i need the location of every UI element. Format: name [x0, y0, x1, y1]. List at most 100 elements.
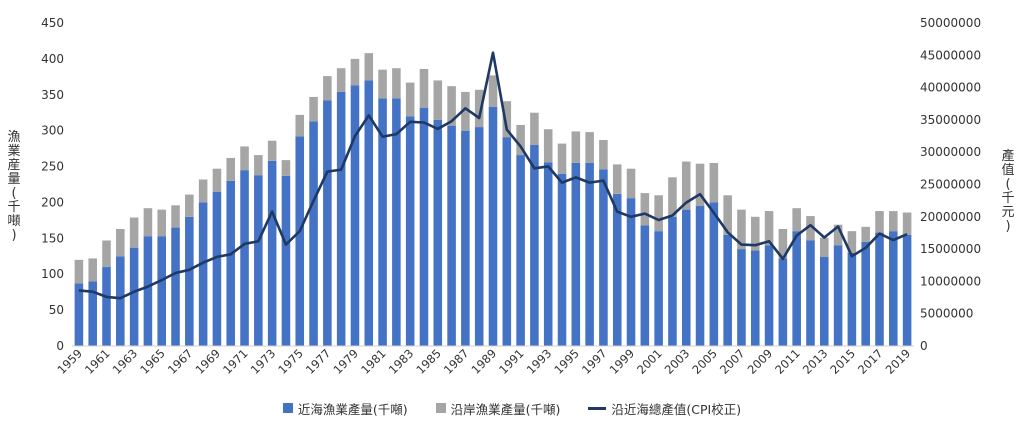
bar-offshore-1994	[557, 173, 567, 346]
bar-offshore-1970	[226, 180, 236, 346]
x-tick-label: 2019	[883, 346, 914, 377]
axis-titles: 漁業産量(千噸) 產值(千元)	[7, 130, 1014, 243]
x-tick-label: 2009	[745, 346, 776, 377]
bar-coastal-1989	[488, 75, 498, 107]
bar-offshore-1959	[74, 283, 84, 346]
bar-offshore-2013	[819, 256, 829, 346]
right-tick-label: 15000000	[920, 242, 981, 256]
bar-offshore-1980	[364, 80, 374, 346]
x-tick-label: 1979	[330, 346, 361, 377]
left-tick-label: 300	[41, 124, 64, 138]
x-tick-label: 2011	[772, 346, 803, 377]
legend-item-offshore: 近海漁業產量(千噸)	[282, 399, 408, 418]
bar-coastal-1990	[502, 101, 512, 138]
bar-offshore-1966	[171, 227, 180, 346]
bar-coastal-1965	[157, 209, 167, 237]
bar-coastal-1982	[392, 68, 401, 99]
line-layer	[78, 51, 908, 300]
bar-coastal-1962	[116, 229, 125, 257]
bar-offshore-2016	[861, 241, 870, 346]
bar-offshore-1998	[612, 193, 622, 346]
bar-offshore-1993	[543, 162, 553, 346]
bar-offshore-1974	[281, 175, 291, 346]
left-tick-label: 250	[41, 160, 64, 174]
bar-offshore-1971	[240, 170, 249, 346]
bar-coastal-1978	[336, 68, 346, 92]
bar-coastal-2003	[681, 161, 691, 210]
bar-offshore-1972	[254, 175, 263, 346]
bar-coastal-1994	[557, 143, 567, 174]
x-tick-label: 1981	[358, 346, 389, 377]
left-axis-ticks: 0 50 100 150 200 250 300 350 400 450	[41, 16, 64, 353]
right-tick-label: 5000000	[920, 307, 973, 321]
bar-offshore-1991	[516, 155, 525, 346]
bar-coastal-1980	[364, 53, 374, 81]
bar-coastal-2010	[778, 229, 788, 259]
bar-offshore-1964	[143, 236, 153, 346]
bar-offshore-1961	[102, 267, 111, 346]
x-axis-ticks: 1959196119631965196719691971197319751977…	[54, 346, 913, 377]
x-tick-label: 1969	[192, 346, 223, 377]
legend-swatch-total-value	[588, 406, 607, 410]
bar-offshore-2005	[709, 202, 719, 346]
bar-offshore-1996	[585, 162, 594, 346]
x-tick-label: 2001	[634, 346, 665, 377]
x-tick-label: 1975	[275, 346, 306, 377]
x-tick-label: 1997	[579, 346, 610, 377]
right-tick-label: 20000000	[920, 210, 981, 224]
x-tick-label: 1973	[248, 346, 279, 377]
bar-coastal-1977	[323, 76, 332, 101]
bar-offshore-2003	[681, 209, 691, 346]
bar-coastal-2014	[833, 224, 843, 246]
bar-coastal-1992	[530, 112, 539, 146]
bar-offshore-2015	[847, 252, 857, 346]
bar-offshore-1981	[378, 98, 387, 346]
right-tick-label: 40000000	[920, 81, 981, 95]
x-tick-label: 2003	[662, 346, 693, 377]
bar-coastal-1997	[599, 139, 608, 170]
bar-coastal-1960	[88, 258, 97, 282]
bar-offshore-1984	[419, 107, 429, 346]
bar-coastal-1998	[612, 164, 622, 194]
bar-coastal-2009	[764, 211, 774, 246]
bar-coastal-1972	[254, 155, 263, 176]
bar-offshore-2019	[902, 234, 912, 346]
bar-coastal-1976	[309, 96, 318, 122]
left-tick-label: 50	[49, 303, 64, 317]
right-tick-label: 50000000	[920, 16, 981, 30]
bar-offshore-1960	[88, 281, 97, 346]
bar-coastal-2001	[654, 195, 663, 232]
x-tick-label: 1961	[82, 346, 113, 377]
x-tick-label: 1989	[469, 346, 500, 377]
bar-offshore-1979	[350, 85, 360, 347]
bar-offshore-1992	[530, 145, 539, 346]
bar-offshore-2000	[640, 225, 650, 346]
bar-coastal-2011	[792, 208, 801, 232]
legend-label-offshore: 近海漁業產量(千噸)	[297, 401, 408, 417]
legend-item-coastal: 沿岸漁業產量(千噸)	[435, 399, 560, 418]
bar-coastal-2008	[750, 216, 760, 251]
x-tick-label: 1977	[303, 346, 334, 377]
left-tick-label: 100	[41, 267, 64, 281]
bar-coastal-2000	[640, 193, 650, 226]
bar-coastal-1964	[143, 208, 153, 237]
bar-offshore-2010	[778, 258, 788, 346]
bar-coastal-1970	[226, 157, 236, 181]
right-tick-label: 35000000	[920, 113, 981, 127]
bars-layer	[72, 53, 914, 347]
bar-coastal-1973	[267, 140, 277, 161]
bar-offshore-1995	[571, 162, 581, 346]
left-tick-label: 200	[41, 195, 64, 209]
right-tick-label: 10000000	[920, 274, 981, 288]
bar-coastal-2002	[668, 177, 677, 217]
x-tick-label: 1999	[607, 346, 638, 377]
x-tick-label: 1985	[413, 346, 444, 377]
bar-coastal-1986	[447, 86, 456, 126]
bar-offshore-1990	[502, 137, 512, 346]
bar-offshore-2018	[889, 231, 898, 346]
bar-offshore-1997	[599, 169, 608, 346]
x-tick-label: 1983	[386, 346, 417, 377]
right-tick-label: 30000000	[920, 145, 981, 159]
bar-coastal-1981	[378, 69, 387, 99]
bar-coastal-2007	[737, 209, 746, 250]
